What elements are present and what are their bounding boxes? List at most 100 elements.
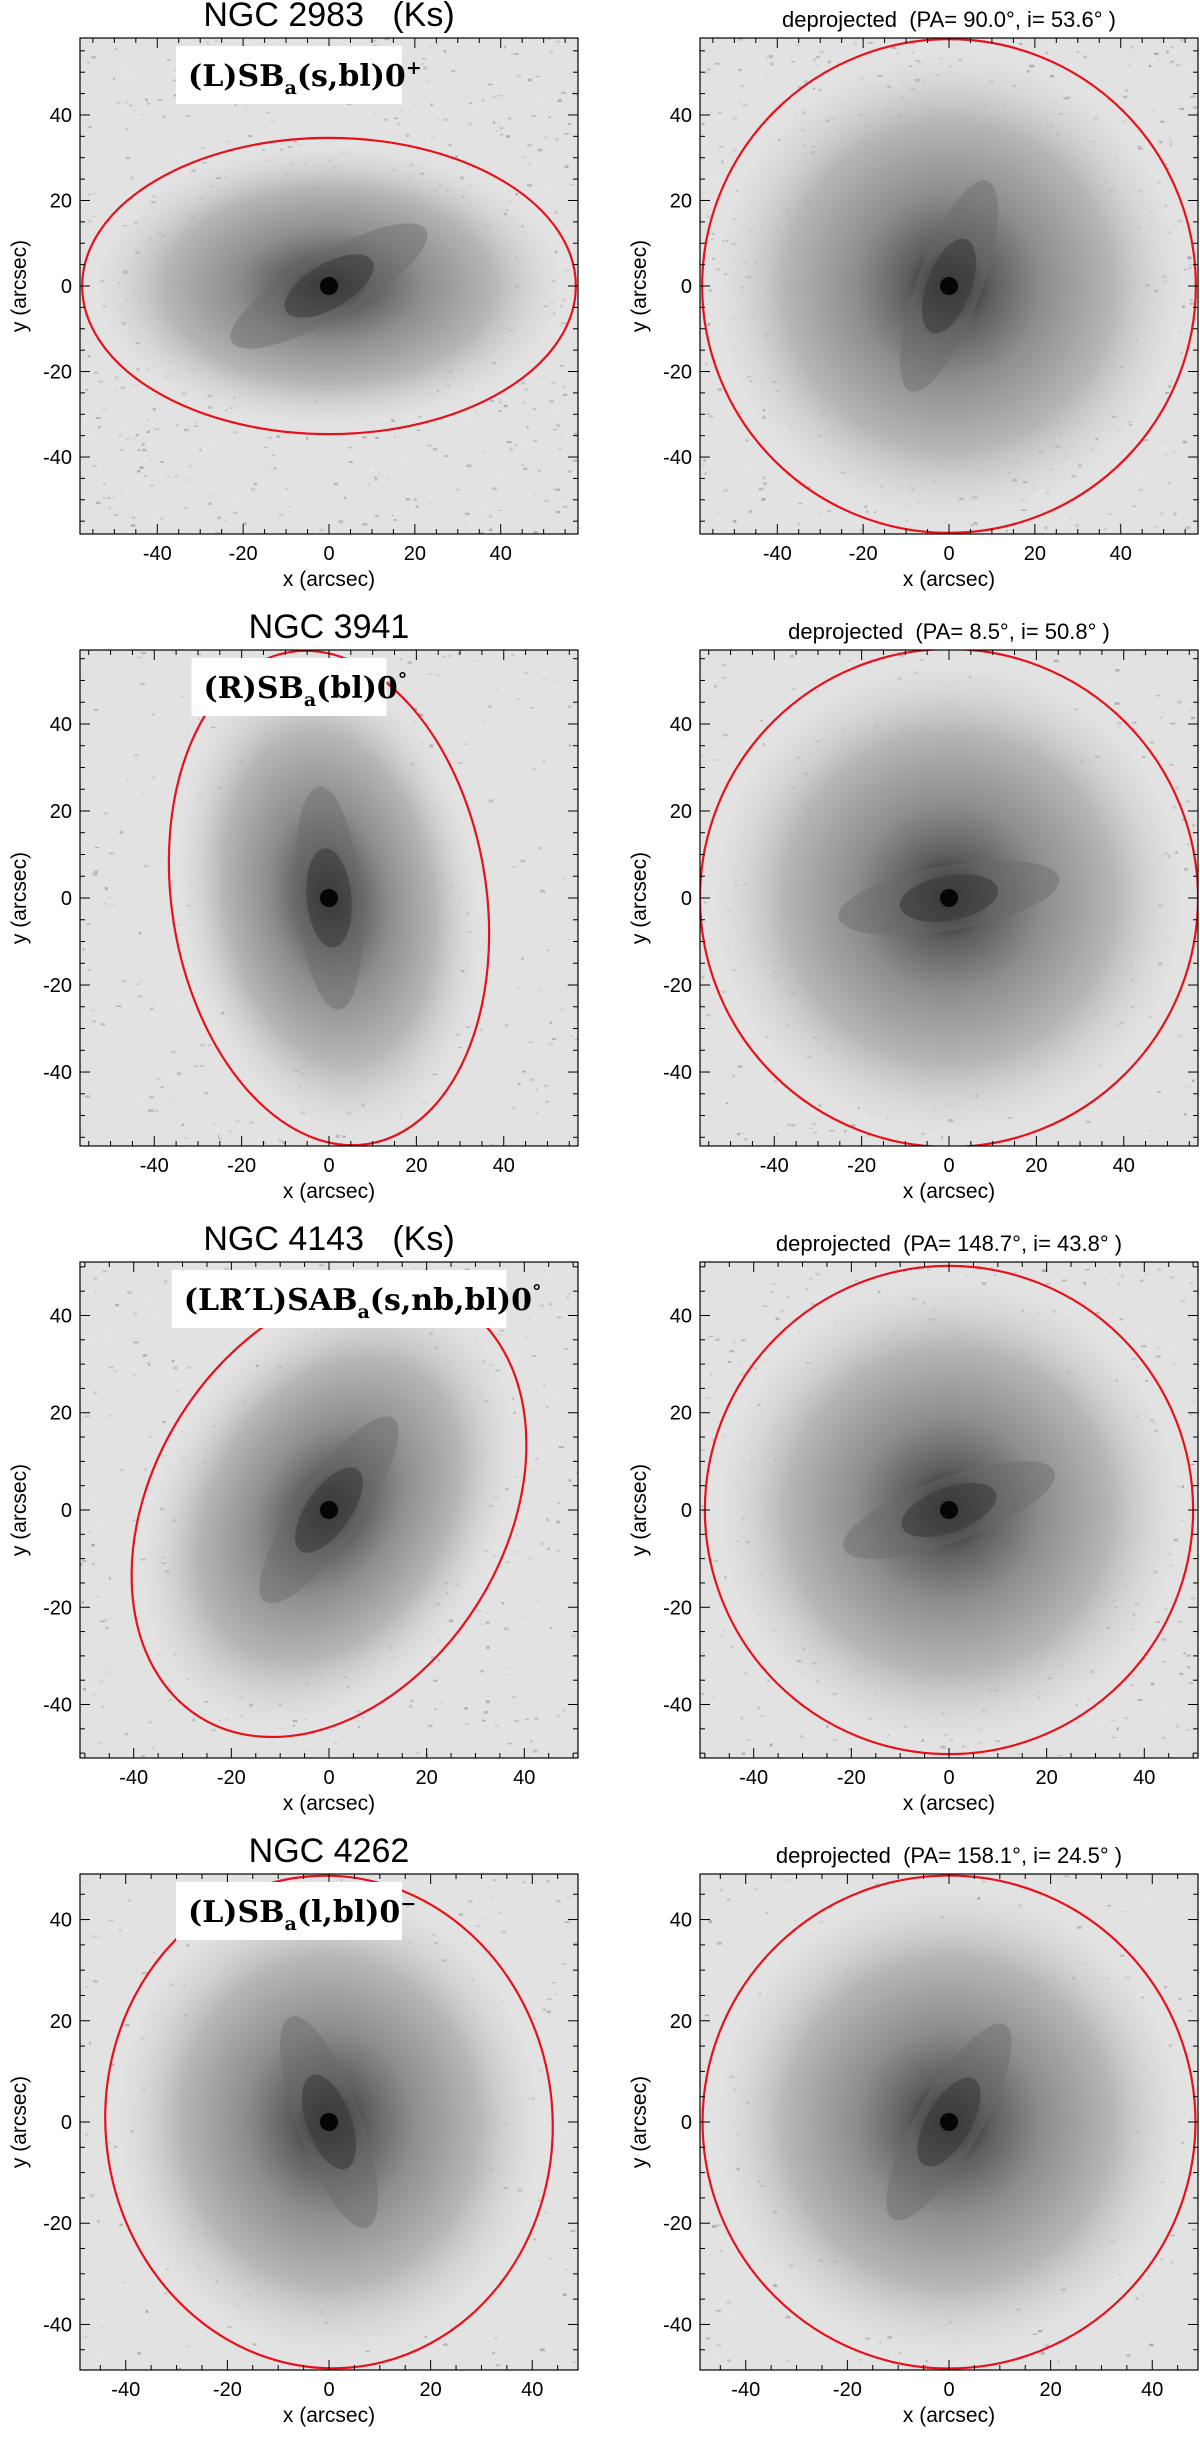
x-tick-label: -40 bbox=[763, 543, 792, 565]
galaxy-nucleus bbox=[940, 1501, 958, 1519]
y-tick-label: 40 bbox=[670, 1305, 692, 1327]
deprojected-title: deprojected (PA= 90.0°, i= 53.6° ) bbox=[782, 7, 1116, 32]
y-axis-label: y (arcsec) bbox=[8, 1464, 31, 1556]
deprojected-title: deprojected (PA= 148.7°, i= 43.8° ) bbox=[775, 1231, 1123, 1256]
y-tick-label: 40 bbox=[50, 1305, 72, 1327]
x-tick-label: -20 bbox=[837, 1767, 866, 1789]
x-tick-label: -40 bbox=[111, 2379, 140, 2401]
y-axis-label: y (arcsec) bbox=[8, 2076, 31, 2168]
y-axis-label: y (arcsec) bbox=[628, 240, 651, 332]
deprojected-image-plot: -40 -40 -20 -20 0 0 20 20 40 40 x (arcsec) y (arcse… bbox=[628, 649, 1199, 1203]
galaxy-title: NGC 2983 (Ks) bbox=[203, 0, 455, 34]
y-axis-label: y (arcsec) bbox=[628, 1464, 651, 1556]
galaxy-image bbox=[80, 1874, 578, 2370]
y-tick-label: -20 bbox=[663, 2213, 692, 2235]
galaxy-title: NGC 3941 bbox=[248, 608, 410, 646]
y-tick-label: 0 bbox=[681, 276, 692, 298]
y-tick-label: -20 bbox=[663, 1597, 692, 1619]
x-axis-label: x (arcsec) bbox=[903, 2404, 995, 2427]
y-axis-label: y (arcsec) bbox=[628, 2076, 651, 2168]
galaxy-image bbox=[700, 1874, 1198, 2370]
x-tick-label: -40 bbox=[760, 1155, 789, 1177]
x-tick-label: 0 bbox=[943, 1767, 954, 1789]
y-tick-label: -20 bbox=[43, 975, 72, 997]
x-tick-label: -40 bbox=[119, 1767, 148, 1789]
x-tick-label: -40 bbox=[731, 2379, 760, 2401]
x-tick-label: 20 bbox=[420, 2379, 442, 2401]
x-tick-label: 40 bbox=[493, 1155, 515, 1177]
y-tick-label: -20 bbox=[43, 362, 72, 384]
galaxy-image bbox=[80, 650, 578, 1146]
x-axis-label: x (arcsec) bbox=[903, 1180, 995, 1203]
y-tick-label: -40 bbox=[663, 2314, 692, 2336]
galaxy-image-plot: -40 -40 -20 -20 0 0 20 20 40 40 x (arcsec) y (arcse… bbox=[8, 1261, 579, 1815]
x-tick-label: -20 bbox=[849, 543, 878, 565]
y-tick-label: -40 bbox=[43, 447, 72, 469]
x-tick-label: 20 bbox=[405, 1155, 427, 1177]
x-tick-label: 20 bbox=[416, 1767, 438, 1789]
galaxy-image-plot: -40 -40 -20 -20 0 0 20 20 40 40 x (arcsec) y (arcse… bbox=[8, 649, 579, 1203]
deprojected-title: deprojected (PA= 8.5°, i= 50.8° ) bbox=[788, 619, 1110, 644]
y-tick-label: -20 bbox=[43, 2213, 72, 2235]
deprojected-image-plot: -40 -40 -20 -20 0 0 20 20 40 40 x (arcsec) y (arcse… bbox=[628, 37, 1199, 591]
galaxy-nucleus bbox=[940, 2113, 958, 2131]
x-axis-label: x (arcsec) bbox=[903, 1792, 995, 1815]
y-tick-label: 20 bbox=[670, 2011, 692, 2033]
x-tick-label: 20 bbox=[404, 543, 426, 565]
y-axis-label: y (arcsec) bbox=[628, 852, 651, 944]
y-tick-label: 40 bbox=[50, 105, 72, 127]
x-tick-label: 40 bbox=[1141, 2379, 1163, 2401]
svg-text:(L)SBa(l,bl)0−: (L)SBa(l,bl)0− bbox=[188, 1893, 416, 1935]
y-tick-label: 20 bbox=[50, 1403, 72, 1425]
x-axis-label: x (arcsec) bbox=[283, 1180, 375, 1203]
x-tick-label: 20 bbox=[1025, 1155, 1047, 1177]
svg-text:(L)SBa(s,bl)0+: (L)SBa(s,bl)0+ bbox=[188, 57, 422, 99]
morphology-label: (LR′L)SABa(s,nb,bl)0° bbox=[171, 1270, 541, 1328]
x-tick-label: 0 bbox=[323, 543, 334, 565]
y-tick-label: 20 bbox=[670, 1403, 692, 1425]
y-tick-label: 20 bbox=[670, 190, 692, 212]
y-tick-label: 0 bbox=[61, 888, 72, 910]
y-tick-label: 0 bbox=[61, 2112, 72, 2134]
isophote-ellipse bbox=[167, 650, 491, 1146]
galaxy-nucleus bbox=[940, 889, 958, 907]
x-tick-label: -20 bbox=[213, 2379, 242, 2401]
x-tick-label: 0 bbox=[323, 2379, 334, 2401]
y-tick-label: -40 bbox=[663, 447, 692, 469]
deprojected-image-plot: -40 -40 -20 -20 0 0 20 20 40 40 x (arcsec) y (arcse… bbox=[628, 1873, 1199, 2427]
x-tick-label: 40 bbox=[1113, 1155, 1135, 1177]
galaxy-nucleus bbox=[320, 1501, 338, 1519]
y-tick-label: 0 bbox=[681, 888, 692, 910]
x-tick-label: 0 bbox=[943, 543, 954, 565]
y-tick-label: 20 bbox=[50, 2011, 72, 2033]
morphology-label: (L)SBa(s,bl)0+ bbox=[176, 46, 422, 104]
y-tick-label: 40 bbox=[50, 714, 72, 736]
x-tick-label: 20 bbox=[1036, 1767, 1058, 1789]
y-tick-label: -20 bbox=[43, 1597, 72, 1619]
y-tick-label: -40 bbox=[43, 2314, 72, 2336]
morphology-label: (R)SBa(bl)0° bbox=[191, 658, 408, 716]
galaxy-nucleus bbox=[320, 889, 338, 907]
galaxy-nucleus bbox=[320, 277, 338, 295]
galaxy-image bbox=[80, 1262, 578, 1758]
y-tick-label: 0 bbox=[681, 1500, 692, 1522]
x-tick-label: -20 bbox=[833, 2379, 862, 2401]
y-tick-label: 0 bbox=[681, 2112, 692, 2134]
galaxy-nucleus bbox=[940, 277, 958, 295]
deprojected-title: deprojected (PA= 158.1°, i= 24.5° ) bbox=[775, 1843, 1123, 1868]
y-tick-label: -20 bbox=[663, 975, 692, 997]
x-axis-label: x (arcsec) bbox=[283, 2404, 375, 2427]
svg-text:(R)SBa(bl)0°: (R)SBa(bl)0° bbox=[204, 669, 408, 711]
x-tick-label: -20 bbox=[227, 1155, 256, 1177]
galaxy-image bbox=[700, 38, 1198, 534]
x-axis-label: x (arcsec) bbox=[903, 568, 995, 591]
y-tick-label: 0 bbox=[61, 276, 72, 298]
y-tick-label: 0 bbox=[61, 1500, 72, 1522]
y-tick-label: -40 bbox=[43, 1695, 72, 1717]
x-tick-label: -20 bbox=[217, 1767, 246, 1789]
galaxy-image bbox=[80, 38, 578, 534]
y-tick-label: 20 bbox=[670, 801, 692, 823]
y-axis-label: y (arcsec) bbox=[8, 852, 31, 944]
x-tick-label: 0 bbox=[323, 1767, 334, 1789]
y-tick-label: 40 bbox=[50, 1910, 72, 1932]
